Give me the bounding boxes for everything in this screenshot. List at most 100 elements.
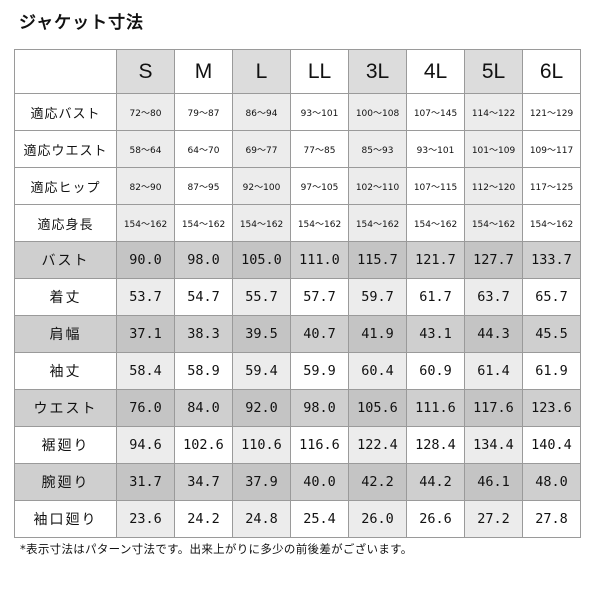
table-cell: 111.6 — [406, 389, 465, 427]
row-label: 裾廻り — [14, 426, 117, 464]
table-cell: 55.7 — [232, 278, 291, 316]
fit-row: 適応バスト 72～80 79～87 86～94 93～101 100～108 107～145… — [14, 93, 581, 131]
table-cell: 154～162 — [406, 204, 465, 242]
measure-row: 裾廻り 94.6 102.6 110.6 116.6 122.4 128.4 134.4 140… — [14, 426, 581, 464]
corner-cell — [14, 49, 117, 94]
table-cell: 39.5 — [232, 315, 291, 353]
table-cell: 24.2 — [174, 500, 233, 538]
table-cell: 128.4 — [406, 426, 465, 464]
table-cell: 44.3 — [464, 315, 523, 353]
row-label: 適応身長 — [14, 204, 117, 242]
measure-row: 肩幅 37.1 38.3 39.5 40.7 41.9 43.1 44.3 45.5 — [14, 315, 581, 353]
measure-row: ウエスト 76.0 84.0 92.0 98.0 105.6 111.6 117.6 123.6 — [14, 389, 581, 427]
table-cell: 61.9 — [522, 352, 581, 390]
table-cell: 25.4 — [290, 500, 349, 538]
row-label: 適応ヒップ — [14, 167, 117, 205]
table-cell: 112～120 — [464, 167, 523, 205]
table-cell: 86～94 — [232, 93, 291, 131]
table-cell: 122.4 — [348, 426, 407, 464]
row-label: 適応バスト — [14, 93, 117, 131]
table-cell: 84.0 — [174, 389, 233, 427]
row-label: 腕廻り — [14, 463, 117, 501]
table-cell: 115.7 — [348, 241, 407, 279]
table-cell: 121.7 — [406, 241, 465, 279]
table-cell: 87～95 — [174, 167, 233, 205]
table-cell: 107～145 — [406, 93, 465, 131]
size-header: 3L — [348, 49, 407, 94]
table-cell: 60.4 — [348, 352, 407, 390]
size-header: 5L — [464, 49, 523, 94]
table-cell: 98.0 — [174, 241, 233, 279]
table-cell: 46.1 — [464, 463, 523, 501]
table-cell: 97～105 — [290, 167, 349, 205]
table-cell: 45.5 — [522, 315, 581, 353]
table-cell: 40.7 — [290, 315, 349, 353]
table-cell: 82～90 — [116, 167, 175, 205]
table-cell: 102～110 — [348, 167, 407, 205]
measure-row: バスト 90.0 98.0 105.0 111.0 115.7 121.7 127.7 133.… — [14, 241, 581, 279]
table-cell: 154～162 — [232, 204, 291, 242]
table-cell: 109～117 — [522, 130, 581, 168]
fit-row: 適応ウエスト 58～64 64～70 69～77 77～85 85～93 93～101 101… — [14, 130, 581, 168]
table-cell: 121～129 — [522, 93, 581, 131]
table-cell: 98.0 — [290, 389, 349, 427]
table-cell: 154～162 — [290, 204, 349, 242]
table-cell: 23.6 — [116, 500, 175, 538]
table-cell: 61.4 — [464, 352, 523, 390]
table-cell: 27.8 — [522, 500, 581, 538]
row-label: 適応ウエスト — [14, 130, 117, 168]
row-label: ウエスト — [14, 389, 117, 427]
table-cell: 133.7 — [522, 241, 581, 279]
fit-row: 適応身長 154～162 154～162 154～162 154～162 154～162 1… — [14, 204, 581, 242]
table-cell: 127.7 — [464, 241, 523, 279]
table-cell: 24.8 — [232, 500, 291, 538]
table-cell: 92.0 — [232, 389, 291, 427]
row-label: 袖丈 — [14, 352, 117, 390]
table-cell: 94.6 — [116, 426, 175, 464]
size-header: 6L — [522, 49, 581, 94]
table-cell: 58.4 — [116, 352, 175, 390]
table-cell: 63.7 — [464, 278, 523, 316]
size-header: LL — [290, 49, 349, 94]
table-cell: 42.2 — [348, 463, 407, 501]
table-cell: 53.7 — [116, 278, 175, 316]
table-cell: 117～125 — [522, 167, 581, 205]
table-cell: 79～87 — [174, 93, 233, 131]
table-cell: 44.2 — [406, 463, 465, 501]
table-cell: 154～162 — [174, 204, 233, 242]
size-header: M — [174, 49, 233, 94]
table-cell: 154～162 — [116, 204, 175, 242]
table-cell: 41.9 — [348, 315, 407, 353]
table-cell: 110.6 — [232, 426, 291, 464]
table-cell: 123.6 — [522, 389, 581, 427]
table-cell: 37.1 — [116, 315, 175, 353]
table-cell: 114～122 — [464, 93, 523, 131]
row-label: バスト — [14, 241, 117, 279]
table-cell: 140.4 — [522, 426, 581, 464]
page-title: ジャケット寸法 — [19, 13, 145, 33]
table-cell: 58.9 — [174, 352, 233, 390]
table-cell: 116.6 — [290, 426, 349, 464]
table-cell: 26.6 — [406, 500, 465, 538]
table-cell: 92～100 — [232, 167, 291, 205]
table-cell: 38.3 — [174, 315, 233, 353]
size-header: S — [116, 49, 175, 94]
table-cell: 134.4 — [464, 426, 523, 464]
table-cell: 59.9 — [290, 352, 349, 390]
row-label: 着丈 — [14, 278, 117, 316]
table-cell: 93～101 — [406, 130, 465, 168]
table-cell: 48.0 — [522, 463, 581, 501]
table-cell: 59.4 — [232, 352, 291, 390]
measure-row: 袖丈 58.4 58.9 59.4 59.9 60.4 60.9 61.4 61.9 — [14, 352, 581, 390]
table-cell: 72～80 — [116, 93, 175, 131]
measure-row: 腕廻り 31.7 34.7 37.9 40.0 42.2 44.2 46.1 48.0 — [14, 463, 581, 501]
table-cell: 77～85 — [290, 130, 349, 168]
table-cell: 154～162 — [464, 204, 523, 242]
table-cell: 37.9 — [232, 463, 291, 501]
table-cell: 117.6 — [464, 389, 523, 427]
size-header: 4L — [406, 49, 465, 94]
table-cell: 102.6 — [174, 426, 233, 464]
table-cell: 100～108 — [348, 93, 407, 131]
table-cell: 111.0 — [290, 241, 349, 279]
table-cell: 154～162 — [348, 204, 407, 242]
